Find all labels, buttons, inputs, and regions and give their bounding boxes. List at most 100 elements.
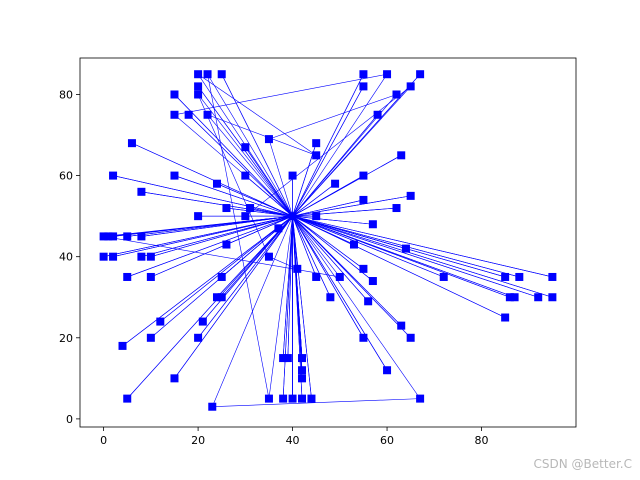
- node-marker: [312, 139, 321, 148]
- route-segment: [292, 199, 364, 217]
- node-marker: [109, 171, 118, 180]
- route-segment: [211, 216, 293, 407]
- node-marker: [104, 232, 113, 241]
- node-marker: [397, 321, 406, 330]
- x-tick-label: 60: [380, 434, 394, 447]
- route-segment: [207, 74, 270, 399]
- route-segment: [287, 216, 293, 359]
- route-segment: [113, 175, 293, 217]
- node-marker: [416, 70, 425, 79]
- node-marker: [127, 139, 136, 148]
- node-marker: [170, 110, 179, 119]
- y-axis-ticks: 0 20 40 60 80: [59, 88, 80, 426]
- node-marker: [397, 151, 406, 160]
- route-segment: [292, 74, 421, 217]
- node-marker: [194, 212, 203, 221]
- node-marker: [359, 171, 368, 180]
- node-marker: [439, 272, 448, 281]
- node-marker: [212, 179, 221, 188]
- node-marker: [312, 272, 321, 281]
- node-marker: [288, 394, 297, 403]
- node-marker: [406, 82, 415, 91]
- node-marker: [359, 70, 368, 79]
- node-marker: [279, 354, 288, 363]
- route-segment: [174, 94, 293, 217]
- node-marker: [510, 293, 519, 302]
- route-segment: [282, 216, 293, 359]
- node-marker: [146, 272, 155, 281]
- node-marker: [307, 394, 316, 403]
- node-marker: [548, 293, 557, 302]
- route-segment: [292, 216, 303, 359]
- route-segment: [212, 398, 421, 408]
- node-marker: [194, 90, 203, 99]
- y-tick-label: 60: [59, 170, 73, 183]
- node-marker: [203, 70, 212, 79]
- route-segment: [207, 114, 317, 156]
- route-segment: [292, 74, 364, 217]
- node-marker: [548, 272, 557, 281]
- route-segment: [221, 74, 293, 217]
- node-marker: [212, 293, 221, 302]
- route-segment: [216, 183, 293, 217]
- route-segment: [292, 183, 336, 217]
- node-marker: [288, 171, 297, 180]
- node-marker: [359, 333, 368, 342]
- route-segment: [292, 215, 553, 278]
- node-marker: [170, 90, 179, 99]
- route-segment: [292, 207, 397, 217]
- route-segment: [245, 175, 293, 217]
- route-segment: [292, 215, 411, 339]
- node-marker: [170, 171, 179, 180]
- node-marker: [505, 293, 514, 302]
- route-segment: [292, 86, 364, 217]
- node-marker: [198, 317, 207, 326]
- node-marker: [312, 151, 321, 160]
- node-marker: [123, 232, 132, 241]
- route-segment: [103, 215, 293, 257]
- route-lines: [103, 73, 553, 408]
- route-segment: [292, 215, 421, 399]
- node-marker: [392, 204, 401, 213]
- node-marker: [146, 252, 155, 261]
- watermark: CSDN @Better.C: [533, 457, 632, 471]
- node-marker: [283, 354, 292, 363]
- node-marker: [241, 143, 250, 152]
- route-segment: [292, 155, 402, 217]
- node-marker: [217, 272, 226, 281]
- node-marker: [392, 90, 401, 99]
- route-segment: [197, 94, 293, 217]
- node-marker: [326, 293, 335, 302]
- route-segment: [292, 215, 402, 326]
- node-marker: [137, 252, 146, 261]
- route-segment: [141, 191, 293, 217]
- route-segment: [292, 215, 407, 249]
- node-marker: [401, 244, 410, 253]
- route-segment: [174, 215, 293, 379]
- node-marker: [264, 135, 273, 144]
- node-marker: [194, 82, 203, 91]
- route-segment: [245, 147, 293, 217]
- route-segment: [127, 215, 293, 278]
- route-segment: [131, 142, 293, 217]
- y-tick-label: 40: [59, 251, 73, 264]
- route-segment: [174, 73, 388, 116]
- route-segment: [282, 216, 293, 399]
- node-marker: [359, 195, 368, 204]
- route-segment: [292, 216, 312, 399]
- node-marker: [359, 82, 368, 91]
- node-marker: [515, 272, 524, 281]
- route-segment: [141, 215, 293, 257]
- node-marker: [298, 354, 307, 363]
- node-marker: [501, 313, 510, 322]
- node-marker: [194, 333, 203, 342]
- route-segment: [292, 215, 364, 270]
- route-segment: [113, 215, 293, 257]
- y-tick-label: 0: [66, 413, 73, 426]
- node-markers: [99, 70, 557, 411]
- y-tick-label: 20: [59, 332, 73, 345]
- route-segment: [207, 114, 293, 217]
- route-segment: [197, 215, 293, 338]
- node-marker: [406, 191, 415, 200]
